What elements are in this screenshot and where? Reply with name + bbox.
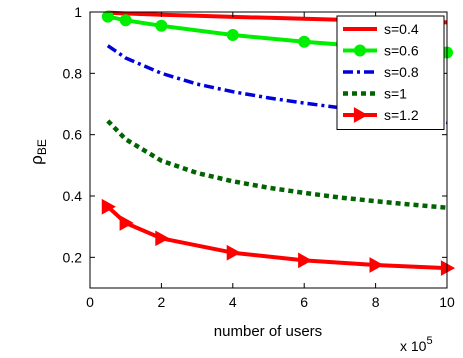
y-tick-label-0: 0.2	[63, 249, 83, 265]
series-1-point-3	[226, 29, 239, 41]
y-axis-label-main: ρ	[27, 155, 46, 165]
legend-label-4: s=1.2	[384, 107, 419, 123]
x-tick-label-4: 8	[372, 294, 380, 310]
legend-label-0: s=0.4	[384, 21, 419, 37]
series-1-point-0	[101, 10, 114, 23]
series-1-point-4	[298, 35, 311, 48]
y-tick-label-2: 0.6	[63, 127, 83, 143]
series-4-point-4	[298, 252, 313, 269]
series-4-point-6	[440, 260, 456, 276]
x-tick-label-2: 4	[229, 294, 237, 310]
x-axis-multiplier-base: x 10	[400, 338, 427, 354]
x-axis-multiplier: x 105	[400, 335, 433, 354]
y-axis-label: ρBE	[27, 139, 49, 165]
legend-label-3: s=1	[384, 86, 407, 102]
legend-marker-4	[353, 107, 369, 123]
series-4-point-0	[101, 198, 116, 215]
x-tick-label-5: 10	[439, 294, 455, 310]
series-1-point-2	[155, 19, 168, 32]
plot-frame	[89, 11, 448, 289]
series-4-point-5	[369, 257, 384, 273]
series-4-point-3	[226, 244, 241, 261]
legend-label-2: s=0.8	[384, 64, 419, 80]
x-tick-label-1: 2	[158, 294, 166, 310]
series-1-point-1	[119, 14, 132, 27]
x-axis-label: number of users	[214, 323, 322, 340]
legend: s=0.4 s=0.6 s=0.8 s=1 s=1.2	[336, 15, 445, 130]
series-3	[106, 119, 448, 210]
x-tick-label-0: 0	[86, 294, 94, 310]
series-line-2	[106, 44, 448, 125]
series-4	[101, 198, 456, 276]
x-tick-label-3: 6	[300, 294, 308, 310]
series-2	[106, 44, 448, 125]
y-axis-label-sub: BE	[35, 139, 49, 155]
x-axis-multiplier-exponent: 5	[426, 335, 432, 347]
legend-label-1: s=0.6	[384, 43, 419, 59]
y-tick-label-1: 0.4	[63, 188, 83, 204]
y-tick-label-3: 0.8	[63, 65, 83, 81]
series-4-point-1	[119, 215, 134, 231]
series-line-3	[106, 119, 448, 210]
y-tick-label-4: 1	[74, 4, 82, 20]
ticks-layer: 0 2 4 6 8 10 0.2 0.4 0.6 0.8 1	[63, 4, 455, 310]
series-4-point-2	[155, 230, 170, 247]
legend-marker-1	[354, 44, 366, 57]
